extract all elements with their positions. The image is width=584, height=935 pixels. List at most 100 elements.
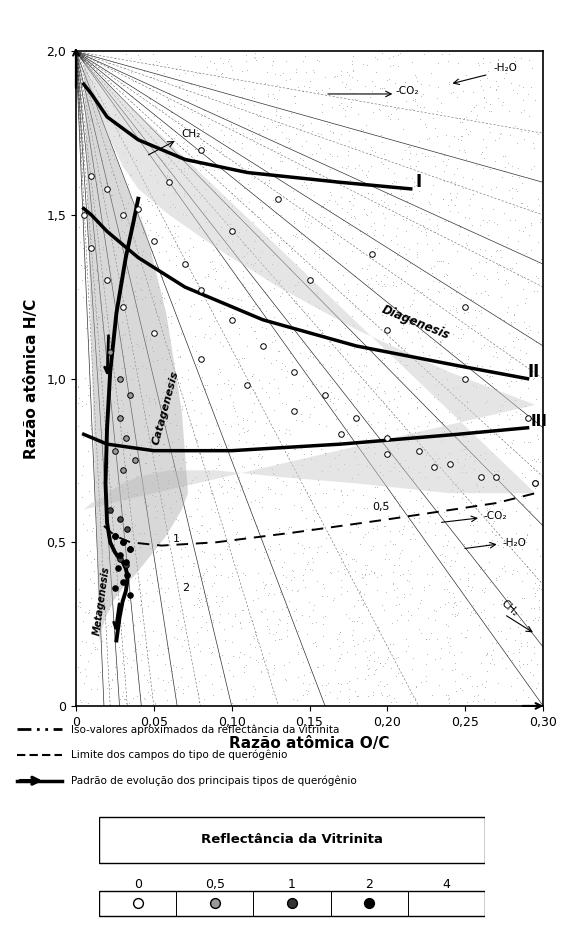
- Point: [211, 418, 221, 433]
- Point: [418, 324, 427, 339]
- Point: [128, 74, 137, 89]
- Point: [88, 524, 97, 539]
- Point: [127, 50, 136, 65]
- Point: [384, 303, 393, 318]
- Point: [269, 657, 279, 672]
- Point: [449, 539, 458, 554]
- Point: [172, 494, 181, 509]
- Point: [281, 54, 290, 69]
- Point: [440, 450, 449, 465]
- Point: [228, 62, 237, 77]
- Point: [512, 183, 522, 198]
- Point: [513, 332, 523, 347]
- Point: [529, 600, 538, 615]
- Point: [511, 405, 520, 420]
- Point: [420, 469, 430, 484]
- Point: [264, 586, 273, 601]
- Point: [268, 57, 277, 72]
- Point: [381, 584, 391, 599]
- Point: [284, 608, 293, 623]
- Point: [139, 490, 148, 505]
- Point: [419, 218, 428, 233]
- Point: [247, 368, 256, 383]
- Point: [439, 254, 448, 269]
- Point: [276, 632, 286, 647]
- Point: [284, 654, 294, 669]
- Point: [529, 283, 538, 298]
- Point: [246, 257, 256, 272]
- Point: [469, 688, 478, 703]
- Point: [288, 324, 297, 339]
- Point: [171, 449, 180, 464]
- Point: [258, 338, 267, 353]
- Point: [167, 131, 176, 146]
- Point: [380, 421, 390, 436]
- Point: [398, 471, 407, 486]
- Point: [296, 440, 305, 455]
- Point: [266, 576, 276, 591]
- Point: [277, 362, 286, 377]
- Point: [353, 457, 362, 472]
- Point: [248, 405, 257, 420]
- Point: [414, 622, 423, 637]
- Point: [179, 142, 188, 157]
- Point: [106, 543, 116, 558]
- Point: [276, 117, 285, 132]
- Point: [464, 197, 474, 212]
- Point: [431, 446, 440, 461]
- Point: [412, 203, 421, 218]
- Point: [394, 48, 403, 63]
- Point: [281, 599, 291, 614]
- Point: [362, 208, 371, 223]
- Point: [291, 65, 300, 79]
- Point: [371, 65, 381, 79]
- Point: [331, 402, 340, 417]
- Point: [313, 574, 322, 589]
- Point: [383, 430, 392, 445]
- Point: [334, 650, 343, 665]
- Point: [102, 593, 112, 608]
- Point: [117, 296, 127, 311]
- Point: [504, 325, 513, 340]
- Point: [477, 493, 486, 508]
- Point: [274, 82, 283, 97]
- Point: [425, 194, 434, 209]
- Point: [159, 158, 168, 173]
- Point: [379, 482, 388, 497]
- Point: [248, 204, 257, 219]
- Point: [77, 272, 86, 287]
- Point: [352, 670, 361, 685]
- Point: [479, 99, 488, 114]
- Point: [240, 280, 249, 295]
- Point: [120, 692, 130, 707]
- Point: [165, 199, 175, 214]
- Point: [278, 474, 287, 489]
- Point: [324, 80, 333, 95]
- Point: [527, 415, 536, 430]
- Point: [285, 71, 294, 86]
- Point: [336, 483, 345, 498]
- Point: [194, 599, 203, 614]
- Point: [347, 230, 357, 245]
- Point: [194, 445, 204, 460]
- Point: [360, 567, 370, 582]
- Point: [227, 512, 237, 527]
- Point: [241, 53, 251, 68]
- Point: [95, 432, 105, 447]
- Point: [104, 454, 113, 469]
- Point: [87, 168, 96, 183]
- Point: [199, 566, 208, 581]
- Point: [149, 107, 158, 122]
- Point: [214, 649, 224, 664]
- Point: [168, 458, 178, 473]
- Point: [304, 410, 314, 424]
- Point: [360, 567, 370, 582]
- Point: [247, 121, 256, 136]
- Point: [346, 94, 355, 109]
- Point: [413, 220, 423, 235]
- Point: [339, 435, 349, 450]
- Point: [290, 569, 299, 584]
- Point: [291, 126, 300, 141]
- Point: [467, 172, 477, 187]
- Point: [219, 127, 228, 142]
